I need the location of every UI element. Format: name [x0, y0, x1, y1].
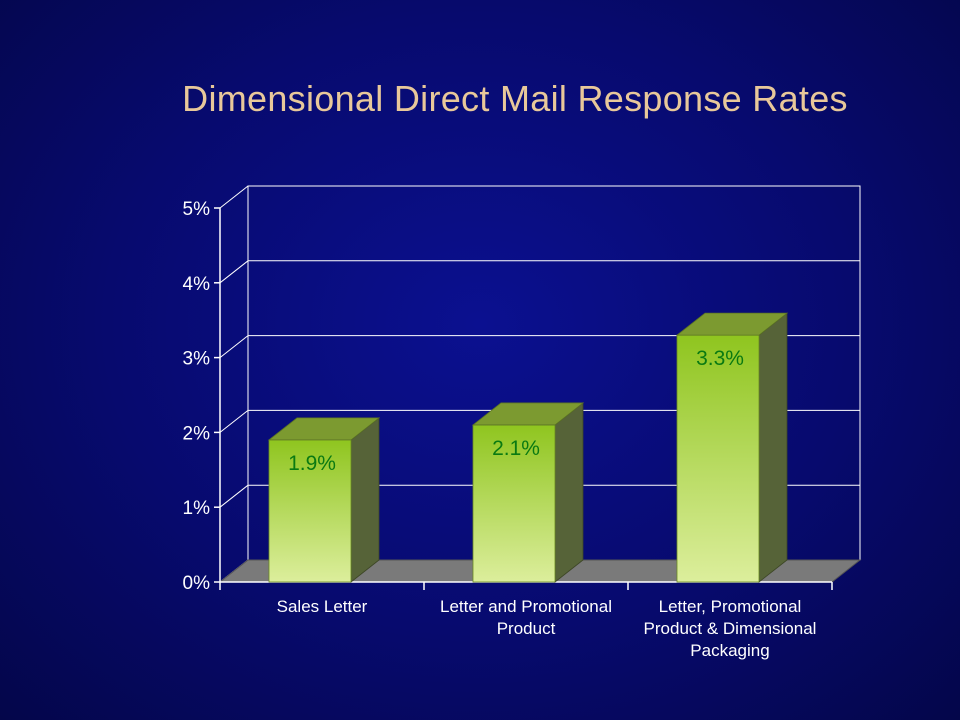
y-tick-label: 5% — [183, 199, 211, 220]
bar-top — [675, 312, 789, 336]
y-tick-label: 1% — [183, 498, 211, 519]
y-tick-label: 3% — [183, 349, 211, 370]
bar-top — [267, 417, 381, 441]
bar-side — [758, 312, 788, 583]
bar — [676, 334, 760, 583]
x-tick-label: Product & Dimensional — [644, 619, 817, 638]
chart-title: Dimensional Direct Mail Response Rates — [182, 78, 848, 119]
x-tick-label: Packaging — [690, 641, 769, 660]
bar-top — [471, 402, 585, 426]
data-label: 2.1% — [492, 437, 540, 460]
bar — [472, 424, 556, 583]
side-wall-line — [219, 260, 249, 284]
x-tick-label: Letter and Promotional — [440, 597, 612, 616]
data-label: 1.9% — [288, 452, 336, 475]
data-label: 3.3% — [696, 347, 744, 370]
x-tick-label: Sales Letter — [277, 597, 368, 616]
side-wall-line — [219, 410, 249, 433]
side-wall-line — [219, 185, 249, 209]
y-tick-label: 0% — [183, 573, 211, 594]
bar-side — [554, 402, 584, 583]
y-tick-label: 2% — [183, 423, 211, 444]
x-tick-label: Product — [497, 619, 556, 638]
y-tick-label: 4% — [183, 274, 211, 295]
bar-side — [350, 417, 380, 583]
side-wall-line — [219, 335, 249, 358]
side-wall-line — [219, 484, 249, 508]
x-tick-label: Letter, Promotional — [659, 597, 802, 616]
